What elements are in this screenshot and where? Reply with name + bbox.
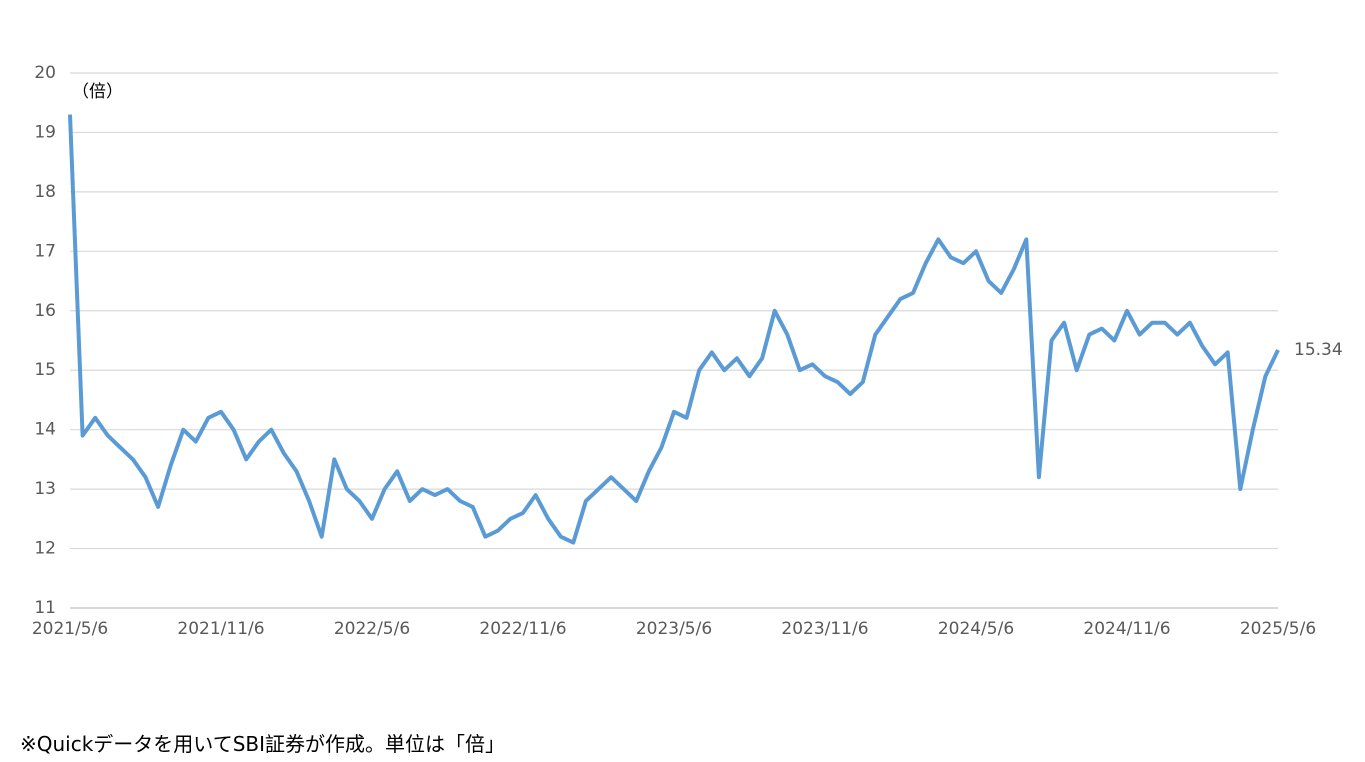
x-tick-label: 2021/11/6 (177, 619, 264, 639)
y-tick-label: 18 (34, 182, 56, 202)
y-tick-label: 15 (34, 360, 56, 380)
x-tick-label: 2025/5/6 (1240, 619, 1316, 639)
y-tick-label: 20 (34, 63, 56, 83)
x-tick-label: 2024/11/6 (1083, 619, 1170, 639)
x-tick-label: 2022/5/6 (334, 619, 410, 639)
unit-label: （倍） (72, 82, 123, 102)
y-tick-label: 13 (34, 479, 56, 499)
y-tick-label: 11 (34, 598, 56, 618)
y-tick-label: 16 (34, 301, 56, 321)
x-tick-label: 2024/5/6 (938, 619, 1014, 639)
value-label: 15.34 (1294, 340, 1343, 360)
x-tick-label: 2021/5/6 (32, 619, 108, 639)
line (68, 114, 1280, 545)
x-tick-label: 2022/11/6 (479, 619, 566, 639)
y-tick-label: 14 (34, 420, 56, 440)
y-tick-label: 17 (34, 241, 56, 261)
x-tick-label: 2023/5/6 (636, 619, 712, 639)
footnote: ※Quickデータを用いてSBI証券が作成。単位は「倍」 (20, 732, 506, 756)
x-tick-label: 2023/11/6 (781, 619, 868, 639)
y-tick-label: 19 (34, 122, 56, 142)
chart: （倍） 11 12 13 14 15 16 17 18 19 20 2021/5/6 2021/11/… (32, 63, 1343, 639)
y-tick-label: 12 (34, 539, 56, 559)
